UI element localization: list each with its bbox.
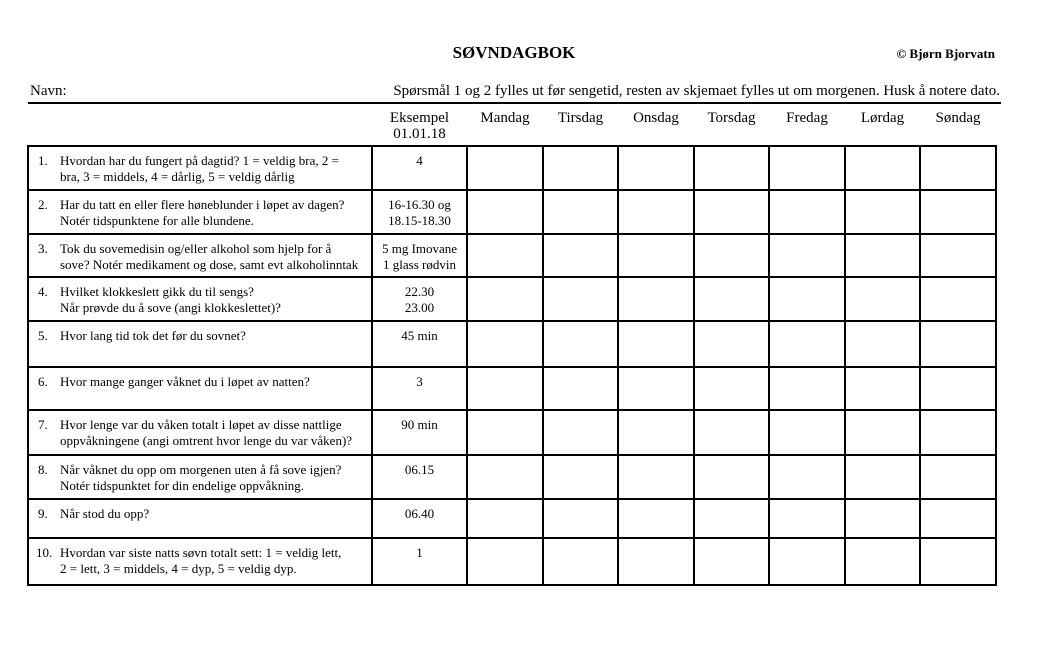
question-text: Hvor lenge var du våken totalt i løpet a… (60, 417, 342, 432)
grid-line (27, 409, 997, 411)
row-number: 4. (38, 284, 48, 299)
grid-line (27, 189, 997, 191)
grid-line (371, 145, 373, 586)
grid-line (844, 145, 846, 586)
grid-line (693, 145, 695, 586)
grid-line (27, 145, 997, 147)
column-header: Torsdag (707, 110, 756, 126)
column-header: 01.01.18 (393, 126, 446, 142)
question-text: sove? Notér medikament og dose, samt evt… (60, 257, 359, 272)
question-text: Tok du sovemedisin og/eller alkohol som … (60, 241, 332, 256)
example-value: 18.15-18.30 (388, 213, 451, 228)
question-text: Hvordan var siste natts søvn totalt sett… (60, 545, 342, 560)
grid-line (617, 145, 619, 586)
grid-line (466, 145, 468, 586)
row-number: 9. (38, 506, 48, 521)
question-text: Notér tidspunktene for alle blundene. (60, 213, 254, 228)
grid-line (27, 145, 29, 586)
question-text: Når prøvde du å sove (angi klokkeslettet… (60, 300, 281, 315)
copyright: © Bjørn Bjorvatn (896, 46, 995, 61)
grid-line (27, 584, 997, 586)
row-number: 1. (38, 153, 48, 168)
grid-line (27, 537, 997, 539)
grid-line (995, 145, 997, 586)
question-text: Hvor mange ganger våknet du i løpet av n… (60, 374, 310, 389)
column-header: Mandag (480, 110, 530, 126)
question-text: 2 = lett, 3 = middels, 4 = dyp, 5 = veld… (60, 561, 297, 576)
column-header: Onsdag (633, 110, 679, 126)
column-header: Fredag (786, 110, 828, 126)
column-header: Eksempel (389, 110, 450, 126)
question-text: Når våknet du opp om morgenen uten å få … (60, 462, 342, 477)
grid-line (27, 320, 997, 322)
row-number: 3. (38, 241, 48, 256)
question-text: Hvilket klokkeslett gikk du til sengs? (60, 284, 254, 299)
grid-line (27, 498, 997, 500)
grid-line (27, 276, 997, 278)
example-value: 5 mg Imovane (381, 241, 458, 256)
grid-line (27, 454, 997, 456)
example-value: 16-16.30 og (388, 197, 451, 212)
title: SØVNDAGBOK (452, 43, 576, 62)
example-value: 3 (416, 374, 423, 389)
example-value: 90 min (401, 417, 438, 432)
instruction: Spørsmål 1 og 2 fylles ut før sengetid, … (393, 83, 1000, 99)
name-label: Navn: (30, 83, 67, 99)
row-number: 10. (36, 545, 53, 560)
example-value: 06.15 (404, 462, 435, 477)
row-number: 5. (38, 328, 48, 343)
rule (28, 102, 1001, 104)
example-value: 45 min (401, 328, 438, 343)
column-header: Tirsdag (557, 110, 604, 126)
column-header: Søndag (935, 110, 981, 126)
row-number: 8. (38, 462, 48, 477)
example-value: 22.30 (404, 284, 435, 299)
example-value: 1 glass rødvin (383, 257, 456, 272)
question-text: oppvåkningene (angi omtrent hvor lenge d… (60, 433, 353, 448)
grid-line (542, 145, 544, 586)
row-number: 7. (38, 417, 48, 432)
row-number: 6. (38, 374, 48, 389)
question-text: Har du tatt en eller flere høneblunder i… (60, 197, 345, 212)
example-value: 1 (416, 545, 423, 560)
question-text: bra, 3 = middels, 4 = dårlig, 5 = veldig… (60, 169, 295, 184)
grid-line (768, 145, 770, 586)
grid-line (27, 233, 997, 235)
example-value: 4 (416, 153, 423, 168)
question-text: Hvordan har du fungert på dagtid? 1 = ve… (60, 153, 339, 168)
example-value: 06.40 (404, 506, 435, 521)
grid-line (919, 145, 921, 586)
grid-line (27, 366, 997, 368)
example-value: 23.00 (404, 300, 435, 315)
column-header: Lørdag (860, 110, 905, 126)
question-text: Hvor lang tid tok det før du sovnet? (60, 328, 246, 343)
row-number: 2. (38, 197, 48, 212)
question-text: Notér tidspunktet for din endelige oppvå… (60, 478, 305, 493)
question-text: Når stod du opp? (60, 506, 150, 521)
